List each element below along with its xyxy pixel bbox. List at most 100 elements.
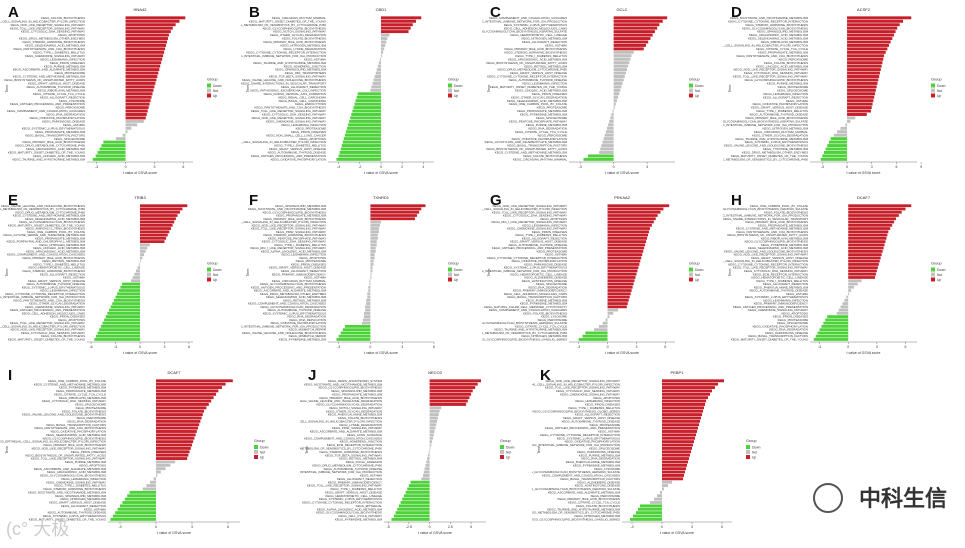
bar: [129, 490, 156, 494]
legend-swatch: [448, 277, 452, 282]
watermark-left: (c° 大极: [6, 519, 70, 539]
term-label: KEGG_VALINE_LEUCINE_AND_ISOLEUCINE_BIOSY…: [22, 413, 106, 417]
term-label: KEGG_PURINE_METABOLISM: [526, 298, 568, 302]
term-label: KEGG_APOPTOSIS: [781, 311, 808, 315]
term-label: KEGG_EPITHELIAL_CELL_SIGNALING_IN_HELICO…: [723, 259, 808, 263]
term-label: KEGG_CHEMOKINE_SIGNALING_PATHWAY: [507, 227, 567, 231]
term-label: KEGG_PORPHYRIN_AND_CHLOROPHYLL_METABOLIS…: [7, 240, 86, 244]
term-label: KEGG_SPHINGOLIPID_METABOLISM: [275, 204, 326, 208]
term-label: KEGG_ASCORBATE_AND_ALDARATE_METABOLISM: [13, 68, 86, 72]
term-label: KEGG_PURINE_METABOLISM: [579, 453, 621, 457]
x-axis-label: t value of GSVA score: [364, 351, 398, 355]
term-label: KEGG_CITRATE_CYCLE_TCA_CYCLE: [54, 392, 106, 396]
bar: [140, 243, 150, 247]
term-label: KEGG_VALINE_LEUCINE_AND_ISOLEUCINE_BIOSY…: [724, 249, 808, 253]
term-label: KEGG_CYTOSOLIC_DNA_SENSING_PATHWAY: [42, 399, 106, 403]
x-tick-label: 0: [380, 165, 382, 169]
bar: [613, 71, 626, 75]
term-label: KEGG_GLYCOSPHINGOLIPID_BIOSYNTHESIS_GLOB…: [533, 409, 621, 413]
legend-label: Down: [752, 446, 761, 450]
bar: [662, 396, 708, 400]
bar: [607, 249, 644, 253]
bar: [594, 328, 608, 332]
term-label: KEGG_ASCORBATE_AND_ALDARATE_METABOLISM: [548, 490, 621, 494]
x-tick-label: 3: [401, 345, 403, 349]
bar: [348, 123, 381, 127]
term-label: KEGG_CHEMOKINE_SIGNALING_PATHWAY: [25, 305, 85, 309]
term-label: KEGG_PEROXISOME: [779, 57, 808, 61]
term-label: KEGG_EPITHELIAL_CELL_SIGNALING_IN_HELICO…: [0, 324, 85, 328]
term-label: KEGG_FOCAL_ADHESION: [346, 460, 382, 464]
bar: [662, 413, 702, 417]
term-label: KEGG_LINOLEIC_ACID_METABOLISM: [33, 154, 86, 158]
term-label: KEGG_NOD_LIKE_RECEPTOR_SIGNALING_PATHWAY: [252, 223, 326, 227]
term-label: KEGG_RETINOL_METABOLISM: [524, 64, 567, 68]
bar: [342, 328, 371, 332]
term-label: KEGG_PRIMARY_BILE_ACID_BIOSYNTHESIS: [746, 220, 809, 224]
term-label: KEGG_EPITHELIAL_CELL_SIGNALING_IN_HELICO…: [482, 207, 567, 211]
term-label: KEGG_GLYCOSAMINOGLYCAN_BIOSYNTHESIS: [19, 220, 85, 224]
x-tick-label: -2: [358, 165, 361, 169]
bar: [662, 399, 706, 403]
panel-b: B CBD1 KEGG_CIRCADIAN_RHYTHM_MAMMAL KEGG_MA…: [215, 0, 482, 183]
bar: [102, 321, 140, 325]
term-label: KEGG_FOLATE_BIOSYNTHESIS: [576, 504, 620, 508]
x-tick-label: 2.5: [448, 525, 453, 529]
term-label: KEGG_STEROID_HORMONE_BIOSYNTHESIS: [23, 40, 86, 44]
bar: [156, 406, 207, 410]
bar: [613, 68, 628, 72]
bar: [381, 23, 413, 27]
x-tick-label: 3: [191, 525, 193, 529]
term-label: KEGG_MATURITY_ONSET_DIABETES_OF_THE_YOUN…: [731, 154, 809, 158]
term-label: KEGG_CYSTEINE_AND_METHIONINE_METABOLISM: [13, 214, 86, 218]
term-label: KEGG_ALZHEIMERS_DISEASE: [577, 480, 620, 484]
legend-swatch: [689, 88, 693, 93]
bar: [813, 338, 849, 341]
bar: [156, 430, 197, 433]
term-label: KEGG_EPITHELIAL: [356, 504, 383, 508]
term-label: KEGG_TOLL_LIKE_RECEPTOR_SIGNALING_PATHWA…: [492, 210, 567, 214]
x-tick-label: 0: [613, 165, 615, 169]
bar: [662, 470, 685, 474]
bar: [607, 279, 635, 283]
term-label: KEGG_ASTHMA: [545, 253, 567, 257]
legend-swatch: [931, 88, 935, 93]
bar: [848, 207, 906, 211]
bar: [607, 204, 670, 208]
term-label: KEGG_CHEMOKINE_SIGNALING_PATHWAY: [46, 480, 106, 484]
bar: [375, 71, 381, 75]
bar: [613, 99, 617, 103]
bar: [125, 99, 151, 103]
term-label: KEGG_ALLOGRAFT_REJECTION: [40, 95, 85, 99]
term-label: KEGG_ANTIGEN_PROCESSING_AND_PRESENTATION: [10, 308, 85, 312]
bar: [140, 236, 167, 240]
term-label: KEGG_CITRATE_CYCLE_TCA_CYCLE: [515, 324, 567, 328]
term-label: KEGG_TOLL_LIKE_RECEPTOR_SIGNALING_PATHWA…: [31, 457, 106, 461]
term-label: KEGG_TOLL_LIKE_RECEPTOR_SIGNALING_PATHWA…: [10, 26, 85, 30]
term-label: KEGG_PRIMARY_BILE_ACID_BIOSYNTHESIS: [23, 256, 86, 260]
bar: [370, 217, 415, 221]
bar: [156, 403, 209, 406]
chart-title: DCAF7: [167, 370, 181, 375]
bar: [847, 43, 890, 47]
term-label: KEGG_ALLOGRAFT_REJECTION: [281, 269, 326, 273]
bar: [638, 507, 662, 511]
term-label: KEGG_ALLOGRAFT_REJECTION: [337, 477, 382, 481]
bar: [354, 102, 381, 106]
bar: [662, 453, 690, 457]
term-label: KEGG_BASAL_TRANSCRIPTION_FACTORS: [560, 477, 620, 481]
x-tick-label: 3: [646, 165, 648, 169]
bar: [585, 331, 608, 335]
term-label: KEGG_RETINOL_METABOLISM: [283, 298, 326, 302]
x-tick-label: 0: [139, 345, 141, 349]
gsva-bar-chart: TRIB3 KEGG_VALINE_LEUCINE_AND_ISOLEUCINE_…: [0, 195, 222, 355]
term-label: KEGG_RNA_DEGRADATION: [769, 328, 808, 332]
term-label: KEGG_LYSOSOME: [59, 99, 85, 103]
bar: [156, 470, 161, 474]
bar: [599, 150, 614, 154]
term-label: KEGG_PENTOSE_PHOSPHATE_PATHWAY: [268, 236, 326, 240]
term-label: KEGG_EPITHELIAL_CELL_SIGNALING_IN_HELICO…: [241, 220, 326, 224]
term-label: KEGG_PRION_DISEASES: [50, 315, 85, 319]
bar: [819, 328, 849, 332]
bar: [848, 292, 850, 296]
